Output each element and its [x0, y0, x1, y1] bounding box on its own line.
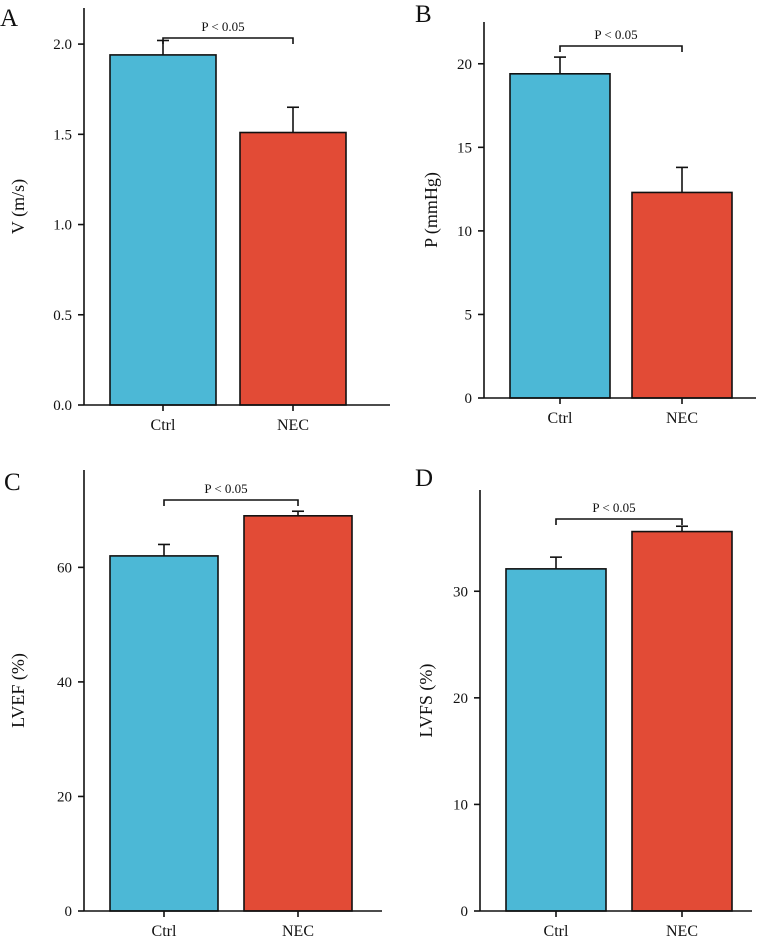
bar-ctrl — [505, 568, 607, 912]
y-tick-label: 20 — [57, 789, 72, 805]
y-tick-label: 1.5 — [53, 127, 72, 143]
panel-letter: D — [415, 465, 433, 492]
y-tick-label: 1.0 — [53, 218, 72, 234]
bar-ctrl — [109, 555, 219, 912]
y-axis-title: V (m/s) — [8, 179, 29, 234]
y-tick-label: 15 — [457, 140, 472, 156]
y-tick-label: 40 — [57, 675, 72, 691]
y-tick-label: 10 — [457, 224, 472, 240]
significance-label: P < 0.05 — [204, 481, 247, 496]
y-tick-label: 0 — [461, 904, 469, 920]
x-tick-label: Ctrl — [544, 923, 569, 940]
bar-nec — [631, 191, 733, 399]
y-tick-label: 60 — [57, 560, 72, 576]
significance-bracket — [163, 499, 299, 506]
y-tick-label: 10 — [453, 797, 468, 813]
chart-panel-a: A Ctrl NEC 0.0 0.5 1.0 1.5 2.0 V (m/s) P < 0.05 — [0, 5, 390, 434]
y-tick-label: 2.0 — [53, 37, 72, 53]
significance-label: P < 0.05 — [592, 500, 635, 515]
y-tick-label: 30 — [453, 584, 468, 600]
y-axis-title: LVEF (%) — [8, 653, 29, 728]
x-tick-label: NEC — [666, 410, 698, 427]
chart-panel-c: C Ctrl NEC 0 20 40 60 LVEF (%) P < 0.05 — [4, 469, 382, 940]
significance-label: P < 0.05 — [201, 19, 244, 34]
y-tick-label: 20 — [457, 57, 472, 73]
y-tick-label: 0.5 — [53, 308, 72, 324]
bar-nec — [631, 530, 733, 912]
significance-bracket — [162, 37, 294, 44]
y-axis-title: P (mmHg) — [421, 172, 442, 248]
panel-letter: B — [415, 1, 432, 28]
chart-panel-d: D Ctrl NEC 0 10 20 30 LVFS (%) P < 0.05 — [415, 465, 752, 940]
y-tick-label: 0 — [465, 391, 473, 407]
y-tick-label: 20 — [453, 691, 468, 707]
x-tick-label: NEC — [666, 923, 698, 940]
x-tick-label: Ctrl — [151, 417, 176, 434]
bar-ctrl — [109, 54, 217, 406]
bar-nec — [239, 131, 347, 406]
bar-ctrl — [509, 73, 611, 399]
x-tick-label: NEC — [282, 923, 314, 940]
y-tick-label: 5 — [465, 307, 473, 323]
significance-label: P < 0.05 — [594, 27, 637, 42]
panel-letter: A — [0, 5, 18, 32]
significance-bracket — [559, 45, 683, 52]
x-tick-label: Ctrl — [152, 923, 177, 940]
y-axis-title: LVFS (%) — [416, 664, 437, 738]
x-tick-label: NEC — [277, 417, 309, 434]
panel-letter: C — [4, 469, 21, 496]
x-tick-label: Ctrl — [548, 410, 573, 427]
y-tick-label: 0.0 — [53, 398, 72, 414]
bar-nec — [243, 515, 353, 912]
significance-bracket — [555, 518, 683, 525]
chart-panel-b: B Ctrl NEC 0 5 10 15 20 P (mmHg) P < 0.05 — [415, 1, 756, 427]
y-tick-label: 0 — [65, 904, 73, 920]
